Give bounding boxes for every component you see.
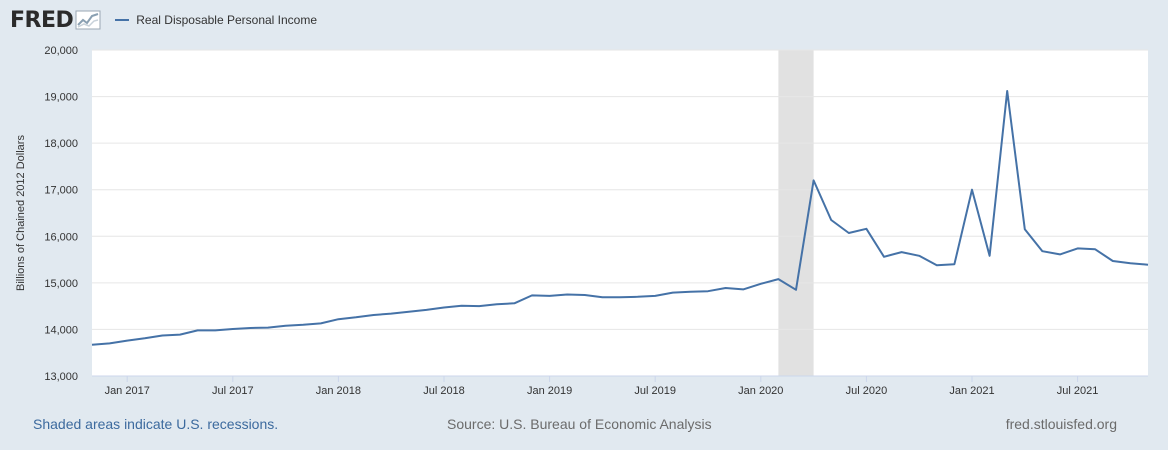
legend-swatch (115, 19, 130, 21)
fred-chart-icon (75, 10, 101, 30)
x-tick-label: Jan 2019 (527, 385, 572, 397)
y-tick-label: 17,000 (44, 185, 78, 197)
y-tick-label: 19,000 (44, 92, 78, 104)
x-tick-label: Jul 2019 (634, 385, 676, 397)
y-tick-label: 14,000 (44, 324, 78, 336)
y-tick-label: 13,000 (44, 371, 78, 383)
y-axis-ticks: 13,000 14,000 15,000 16,000 17,000 18,000 19,0… (44, 45, 78, 383)
x-tick-label: Jul 2020 (846, 385, 888, 397)
fred-logo[interactable]: FRED (10, 8, 101, 33)
source-note: Source: U.S. Bureau of Economic Analysis (447, 416, 712, 432)
plot-area (92, 50, 1148, 376)
recession-note: Shaded areas indicate U.S. recessions. (33, 416, 279, 432)
x-tick-label: Jan 2018 (316, 385, 361, 397)
y-tick-label: 20,000 (44, 45, 78, 57)
y-axis-label: Billions of Chained 2012 Dollars (15, 135, 27, 291)
x-tick-label: Jan 2017 (105, 385, 150, 397)
y-tick-label: 15,000 (44, 278, 78, 290)
y-tick-label: 18,000 (44, 138, 78, 150)
chart-header: FRED Real Disposable Personal Income (10, 6, 317, 34)
fred-logo-text: FRED (10, 7, 74, 33)
x-tick-label: Jul 2021 (1057, 385, 1099, 397)
x-tick-label: Jan 2021 (949, 385, 994, 397)
site-link[interactable]: fred.stlouisfed.org (1005, 416, 1117, 432)
legend[interactable]: Real Disposable Personal Income (115, 13, 317, 27)
x-tick-label: Jan 2020 (738, 385, 783, 397)
x-axis-ticks: Jan 2017 Jul 2017 Jan 2018 Jul 2018 Jan 2019… (105, 376, 1099, 397)
x-tick-label: Jul 2018 (423, 385, 465, 397)
y-tick-label: 16,000 (44, 231, 78, 243)
x-tick-label: Jul 2017 (212, 385, 254, 397)
series-line-real-disposable-personal-income[interactable] (91, 90, 1149, 346)
legend-label: Real Disposable Personal Income (136, 13, 318, 27)
line-chart: 13,000 14,000 15,000 16,000 17,000 18,000 19,0… (15, 45, 1149, 397)
